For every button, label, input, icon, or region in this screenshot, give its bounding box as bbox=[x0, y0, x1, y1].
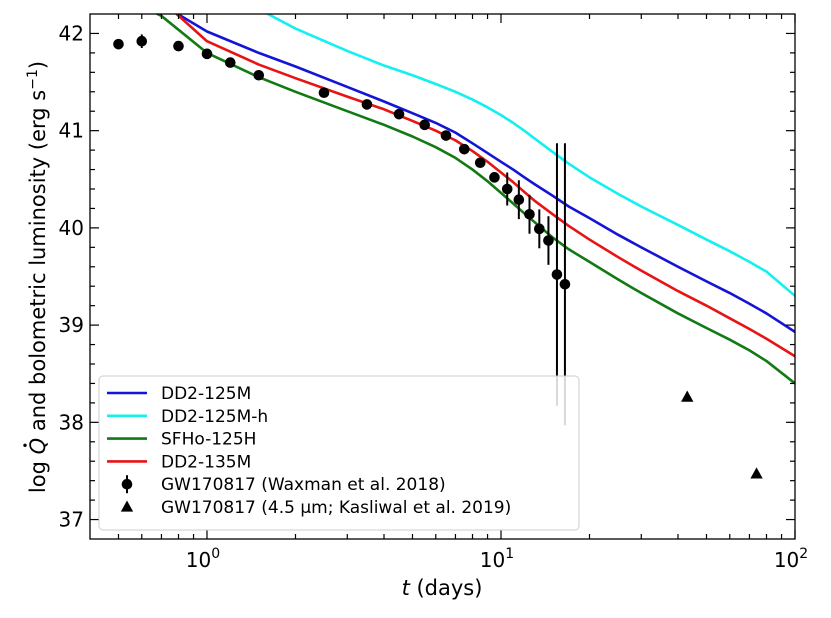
legend-item-0: DD2-125M bbox=[107, 384, 251, 404]
y-tick-label-4: 41 bbox=[59, 119, 84, 143]
x-tick-label-1: 101 bbox=[480, 546, 514, 572]
data-point-1-1 bbox=[750, 467, 763, 479]
data-point-0-9 bbox=[419, 119, 430, 131]
series-line-2 bbox=[154, 14, 795, 385]
data-point-0-14 bbox=[501, 183, 513, 195]
series-line-1 bbox=[265, 14, 795, 297]
plot-frame bbox=[89, 13, 796, 540]
x-tick-label-exponent: 0 bbox=[211, 546, 220, 562]
series-line-0 bbox=[175, 14, 795, 334]
y-axis-label-suffix: ) bbox=[26, 61, 50, 69]
legend-item-1: DD2-125M-h bbox=[107, 407, 268, 427]
data-point-0-18 bbox=[543, 235, 554, 246]
y-tick-label-3: 40 bbox=[59, 216, 84, 240]
data-point-0-12 bbox=[474, 157, 486, 169]
data-point-0-8 bbox=[393, 108, 405, 120]
legend-label: DD2-125M bbox=[161, 384, 251, 404]
x-tick-label-base: 10 bbox=[480, 548, 505, 572]
x-tick-label-2: 102 bbox=[774, 546, 808, 572]
data-point-0-20 bbox=[559, 278, 571, 290]
legend-item-5: GW170817 (4.5 μm; Kasliwal et al. 2019) bbox=[120, 498, 511, 518]
legend-label: DD2-125M-h bbox=[161, 407, 268, 427]
data-point-0-5 bbox=[253, 69, 265, 81]
y-axis-label-q: Q bbox=[26, 438, 50, 455]
q-dot-accent bbox=[23, 443, 27, 447]
data-point-0-16 bbox=[524, 208, 535, 220]
y-axis-label-prefix: log bbox=[26, 454, 50, 493]
y-axis-label-group: log Q and bolometric luminosity (erg s−1… bbox=[23, 61, 50, 493]
y-axis-label-exponent: −1 bbox=[25, 69, 41, 90]
data-point-0-2 bbox=[173, 40, 184, 52]
x-tick-label-exponent: 2 bbox=[799, 546, 808, 562]
x-tick-label-base: 10 bbox=[774, 548, 799, 572]
legend-label: SFHo-125H bbox=[161, 430, 256, 450]
legend-triangle-swatch bbox=[120, 500, 134, 512]
legend-box bbox=[98, 375, 580, 531]
y-axis-label-middle: and bolometric luminosity (erg s bbox=[26, 90, 50, 438]
observation-markers bbox=[113, 35, 763, 479]
data-point-0-19 bbox=[551, 269, 563, 280]
series-line-3 bbox=[174, 14, 795, 358]
y-tick-label-0: 37 bbox=[59, 508, 84, 532]
data-point-0-4 bbox=[224, 57, 236, 68]
legend-item-4: GW170817 (Waxman et al. 2018) bbox=[121, 475, 446, 495]
legend-item-3: DD2-135M bbox=[107, 452, 251, 472]
y-tick-label-1: 38 bbox=[59, 410, 84, 434]
data-point-0-11 bbox=[458, 143, 470, 155]
x-axis-label: t (days) bbox=[402, 576, 483, 600]
data-point-1-0 bbox=[681, 390, 694, 402]
data-point-0-3 bbox=[201, 48, 213, 60]
data-point-0-1 bbox=[136, 35, 148, 47]
x-tick-label-base: 10 bbox=[186, 548, 211, 572]
axis-ticks bbox=[90, 14, 796, 539]
y-tick-label-5: 42 bbox=[59, 21, 84, 45]
x-tick-label-exponent: 1 bbox=[505, 546, 514, 562]
data-point-0-17 bbox=[534, 223, 545, 235]
data-point-0-6 bbox=[318, 87, 330, 99]
x-axis-label-unit: (days) bbox=[410, 576, 483, 600]
data-point-0-7 bbox=[361, 99, 373, 110]
data-point-0-0 bbox=[113, 38, 124, 50]
legend-label: GW170817 (4.5 μm; Kasliwal et al. 2019) bbox=[161, 498, 511, 518]
data-point-0-15 bbox=[513, 194, 525, 205]
x-tick-label-0: 100 bbox=[186, 546, 220, 572]
legend-circle-swatch bbox=[121, 478, 133, 490]
x-tick-labels: 100 101 102 bbox=[186, 546, 808, 572]
y-axis-label: log Q and bolometric luminosity (erg s−1… bbox=[25, 61, 50, 493]
x-axis-label-variable: t bbox=[402, 576, 411, 600]
data-point-0-10 bbox=[440, 130, 452, 141]
y-tick-labels: 37 38 39 40 41 42 bbox=[59, 21, 84, 531]
model-curves bbox=[154, 14, 795, 385]
legend-item-2: SFHo-125H bbox=[107, 430, 256, 450]
y-tick-label-2: 39 bbox=[59, 313, 84, 337]
legend-label: GW170817 (Waxman et al. 2018) bbox=[161, 475, 446, 495]
data-point-0-13 bbox=[489, 172, 500, 183]
legend-label: DD2-135M bbox=[161, 452, 251, 472]
